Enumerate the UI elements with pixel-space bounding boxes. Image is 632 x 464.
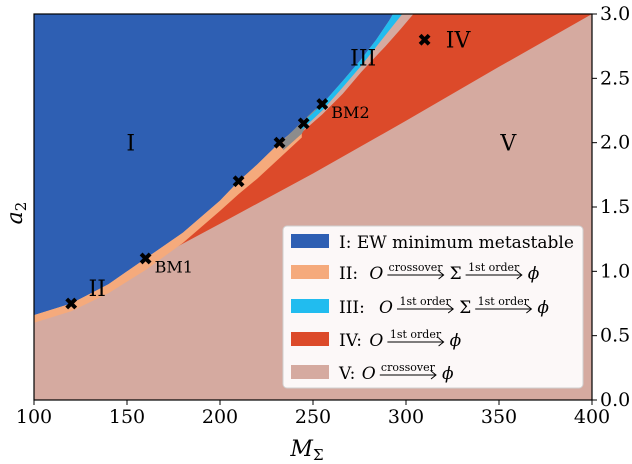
legend-label: V: (338, 364, 355, 384)
x-tick-label: 250 (295, 406, 331, 428)
legend-arrow-label: 1st order (399, 295, 451, 308)
marker-x-shape (139, 252, 152, 265)
region-i (34, 14, 393, 316)
benchmark-label-bm1: BM1 (155, 257, 193, 276)
legend-formula-phi: ϕ (442, 364, 454, 384)
benchmark-marker (139, 252, 152, 265)
legend-swatch (291, 299, 329, 313)
region-iv (145, 14, 592, 264)
y-tick-label: 3.0 (600, 3, 630, 25)
marker-x-shape (65, 297, 78, 310)
legend-formula-phi: ϕ (528, 264, 540, 284)
legend-arrow-label: 1st order (468, 261, 520, 274)
legend-formula-o: O (369, 331, 383, 351)
region-label-iv: IV (446, 29, 472, 54)
y-axis-title-sub: 2 (12, 202, 30, 212)
legend-arrow-head (516, 270, 523, 280)
legend-label: I: EW minimum metastable (339, 233, 574, 253)
y-tick-label: 1.0 (600, 260, 630, 282)
x-tick-label: 100 (16, 406, 52, 428)
legend-swatch (291, 234, 329, 248)
legend-label: II: (339, 264, 358, 284)
x-tick-label: 350 (481, 406, 517, 428)
legend-arrow-head (430, 370, 437, 380)
marker-x-shape (297, 117, 310, 130)
benchmark-markers: BM1 BM2 (65, 33, 431, 310)
region-label-iii: III (350, 47, 376, 72)
y-axis-title: a2 (3, 202, 30, 225)
benchmark-marker (65, 297, 78, 310)
legend-arrow-head (438, 270, 445, 280)
marker-x-shape (232, 175, 245, 188)
region-label-ii: II (89, 277, 106, 302)
y-tick-label: 1.5 (600, 196, 630, 218)
legend-formula-sigma: Σ (459, 298, 471, 318)
legend-arrow-head (526, 304, 533, 314)
legend-arrow-label: 1st order (478, 295, 530, 308)
legend-arrow-head (438, 337, 445, 347)
legend-formula-phi: ϕ (450, 331, 462, 351)
benchmark-marker (316, 98, 329, 110)
y-tick-label: 0.0 (600, 389, 630, 411)
legend-arrow-label: 1st order (390, 328, 442, 341)
legend-formula-o: O (362, 364, 376, 384)
legend-formula-sigma: Σ (450, 264, 462, 284)
plot-area (34, 14, 592, 400)
marker-x-shape (316, 98, 329, 110)
y-tick-label: 2.0 (600, 132, 630, 154)
x-tick-label: 400 (574, 406, 610, 428)
legend-formula-o: O (379, 298, 393, 318)
legend-swatch (291, 265, 329, 279)
benchmark-label-bm2: BM2 (331, 103, 369, 122)
benchmark-marker (418, 33, 431, 46)
benchmark-marker (232, 175, 245, 188)
legend-arrow-head (447, 304, 455, 314)
x-tick-label: 150 (109, 406, 145, 428)
legend-label: III: (339, 298, 365, 318)
region-label-v: V (499, 132, 517, 157)
benchmark-marker (297, 117, 310, 130)
x-axis-title-sub: Σ (313, 446, 324, 464)
region-label-i: I (126, 132, 135, 157)
legend-formula-o: O (369, 264, 383, 284)
legend-entry-iv: IV: O 1st order ϕ (291, 328, 462, 351)
legend-swatch (291, 365, 329, 379)
marker-x-shape (418, 33, 431, 46)
x-axis-title: MΣ (289, 437, 323, 464)
legend-arrow-label: crossover (389, 261, 444, 274)
legend-label: IV: (339, 331, 362, 351)
y-tick-label: 2.5 (600, 67, 630, 89)
benchmark-marker (273, 136, 286, 149)
legend-entry-i: I: EW minimum metastable (291, 233, 574, 253)
legend-formula-phi: ϕ (537, 298, 549, 318)
legend-arrow-label: crossover (381, 361, 436, 374)
legend-swatch (291, 332, 329, 346)
x-tick-label: 300 (388, 406, 424, 428)
legend-box (282, 225, 584, 389)
marker-x-shape (273, 136, 286, 149)
x-tick-label: 200 (202, 406, 238, 428)
legend-entry-iii: III: O 1st order Σ 1st order ϕ (291, 295, 549, 318)
y-tick-label: 0.5 (600, 325, 630, 347)
